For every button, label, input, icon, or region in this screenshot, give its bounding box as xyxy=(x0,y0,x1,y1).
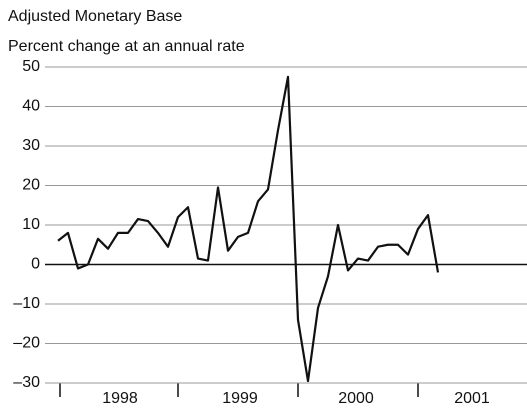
year-ticks xyxy=(59,383,419,397)
x-tick-label: 1998 xyxy=(102,390,138,407)
y-tick-label: 10 xyxy=(22,216,40,233)
x-tick-label: 2000 xyxy=(338,390,374,407)
y-tick-label: –20 xyxy=(13,335,40,352)
y-tick-label: –10 xyxy=(13,295,40,312)
chart-title: Adjusted Monetary Base xyxy=(8,8,182,25)
line xyxy=(57,75,440,383)
y-tick-label: 50 xyxy=(22,58,40,75)
y-tick-label: 40 xyxy=(22,98,40,115)
x-tick-label: 2001 xyxy=(454,390,490,407)
x-tick-label: 1999 xyxy=(222,390,258,407)
y-tick-label: –30 xyxy=(13,374,40,391)
chart-subtitle: Percent change at an annual rate xyxy=(8,38,245,55)
y-tick-label: 30 xyxy=(22,137,40,154)
y-tick-label: 0 xyxy=(31,256,40,273)
y-tick-label: 20 xyxy=(22,177,40,194)
